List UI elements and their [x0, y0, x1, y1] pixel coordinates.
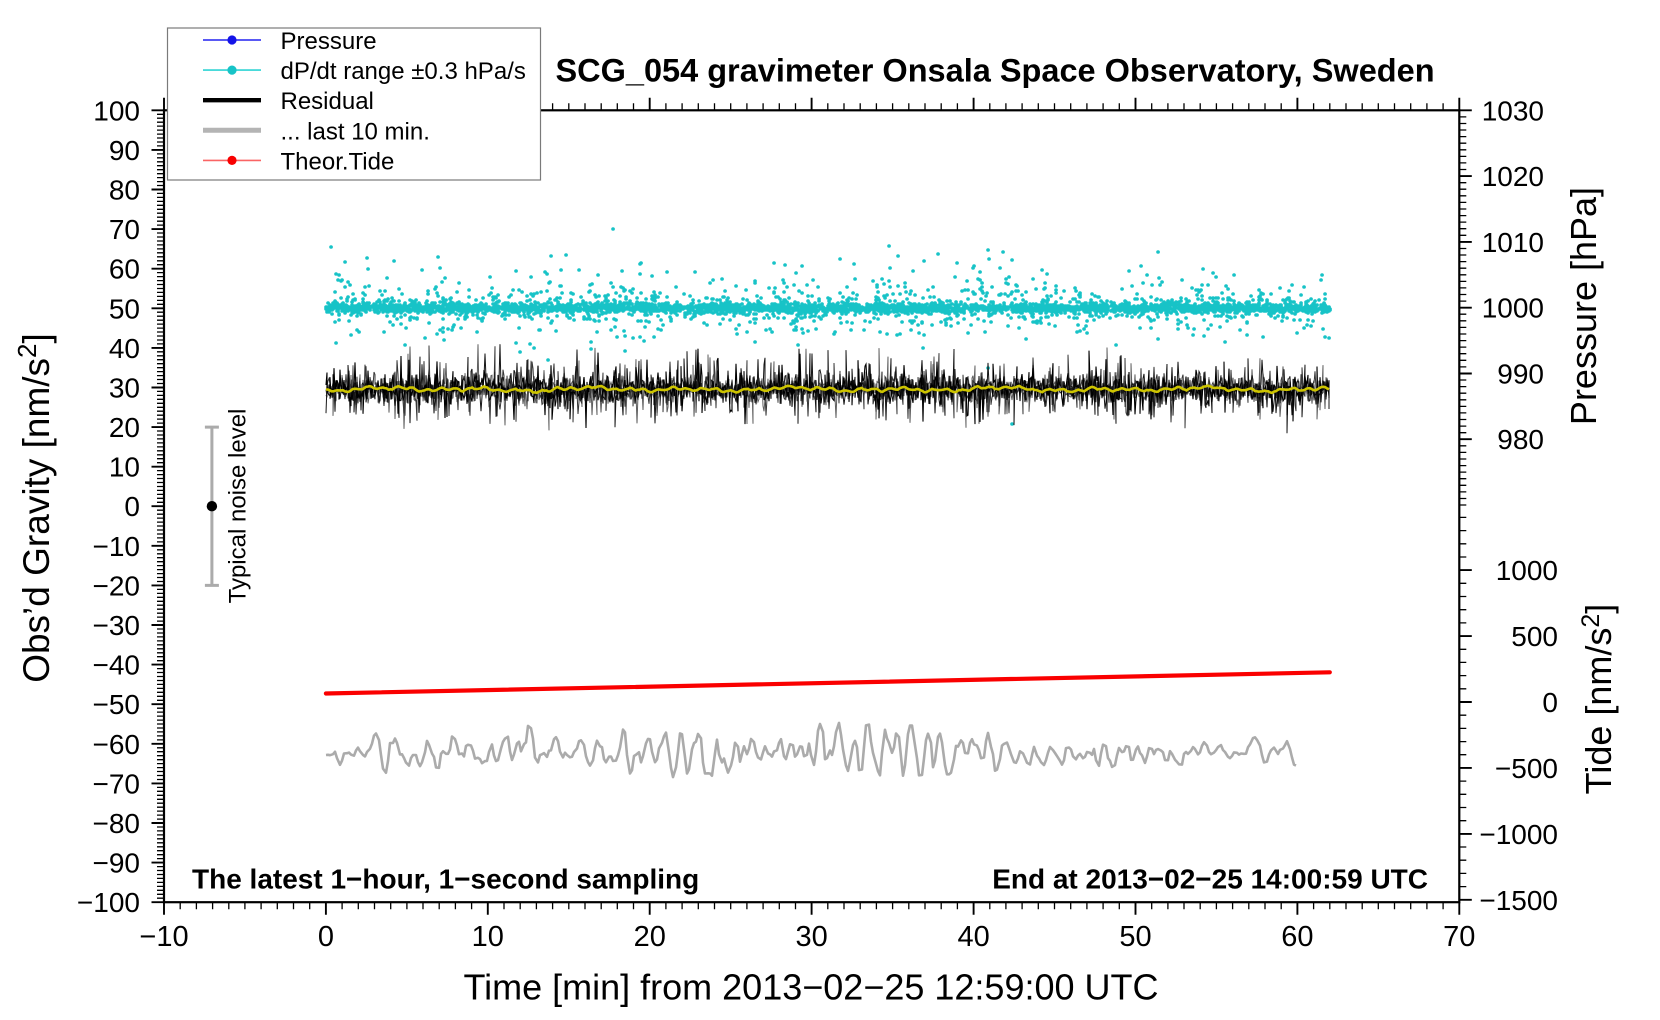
svg-text:−1000: −1000 [1479, 819, 1558, 850]
svg-text:SCG_054 gravimeter Onsala Spac: SCG_054 gravimeter Onsala Space Observat… [555, 53, 1434, 89]
svg-text:990: 990 [1497, 359, 1544, 390]
svg-text:60: 60 [109, 254, 140, 285]
svg-text:Theor.Tide: Theor.Tide [281, 148, 395, 175]
svg-text:40: 40 [957, 921, 989, 953]
svg-text:Pressure: Pressure [281, 28, 377, 55]
svg-text:980: 980 [1497, 424, 1544, 455]
svg-text:20: 20 [109, 412, 140, 443]
svg-text:−50: −50 [93, 689, 141, 720]
svg-text:50: 50 [1119, 921, 1151, 953]
svg-text:10: 10 [109, 452, 140, 483]
svg-text:70: 70 [1443, 921, 1475, 953]
svg-text:10: 10 [472, 921, 504, 953]
svg-text:500: 500 [1511, 621, 1558, 652]
svg-text:−60: −60 [93, 729, 141, 760]
svg-text:−70: −70 [93, 768, 141, 799]
svg-text:0: 0 [318, 921, 334, 953]
svg-text:... last 10 min.: ... last 10 min. [281, 118, 430, 145]
svg-text:End at 2013−02−25 14:00:59 UTC: End at 2013−02−25 14:00:59 UTC [992, 864, 1428, 895]
svg-text:100: 100 [93, 95, 140, 126]
svg-text:1030: 1030 [1482, 95, 1544, 126]
svg-text:Obs’d Gravity [nm/s2]: Obs’d Gravity [nm/s2] [12, 333, 57, 683]
svg-text:−80: −80 [93, 808, 141, 839]
svg-text:−30: −30 [93, 610, 141, 641]
svg-text:−40: −40 [93, 650, 141, 681]
svg-text:0: 0 [1542, 687, 1558, 718]
svg-text:Residual: Residual [281, 88, 374, 115]
svg-text:Tide [nm/s2]: Tide [nm/s2] [1577, 604, 1619, 795]
svg-text:50: 50 [109, 293, 140, 324]
svg-text:Pressure [hPa]: Pressure [hPa] [1563, 187, 1604, 425]
svg-text:−10: −10 [93, 531, 141, 562]
svg-text:1010: 1010 [1482, 227, 1544, 258]
svg-text:90: 90 [109, 135, 140, 166]
svg-text:−100: −100 [77, 887, 140, 918]
svg-text:0: 0 [124, 491, 140, 522]
svg-text:20: 20 [634, 921, 666, 953]
svg-text:1020: 1020 [1482, 161, 1544, 192]
svg-text:dP/dt range ±0.3 hPa/s: dP/dt range ±0.3 hPa/s [281, 58, 526, 85]
svg-text:70: 70 [109, 214, 140, 245]
svg-text:−90: −90 [93, 848, 141, 879]
svg-text:Time [min] from 2013−02−25 12:: Time [min] from 2013−02−25 12:59:00 UTC [463, 967, 1158, 1008]
svg-text:−20: −20 [93, 570, 141, 601]
svg-text:The latest 1−hour, 1−second sa: The latest 1−hour, 1−second sampling [192, 864, 699, 895]
svg-text:1000: 1000 [1482, 293, 1544, 324]
svg-text:80: 80 [109, 175, 140, 206]
svg-text:1000: 1000 [1496, 555, 1558, 586]
svg-text:30: 30 [109, 373, 140, 404]
svg-text:30: 30 [795, 921, 827, 953]
svg-text:−10: −10 [139, 921, 188, 953]
svg-text:−1500: −1500 [1479, 885, 1558, 916]
svg-text:−500: −500 [1495, 753, 1558, 784]
svg-text:40: 40 [109, 333, 140, 364]
svg-text:Typical noise level: Typical noise level [225, 409, 252, 604]
svg-text:60: 60 [1281, 921, 1313, 953]
